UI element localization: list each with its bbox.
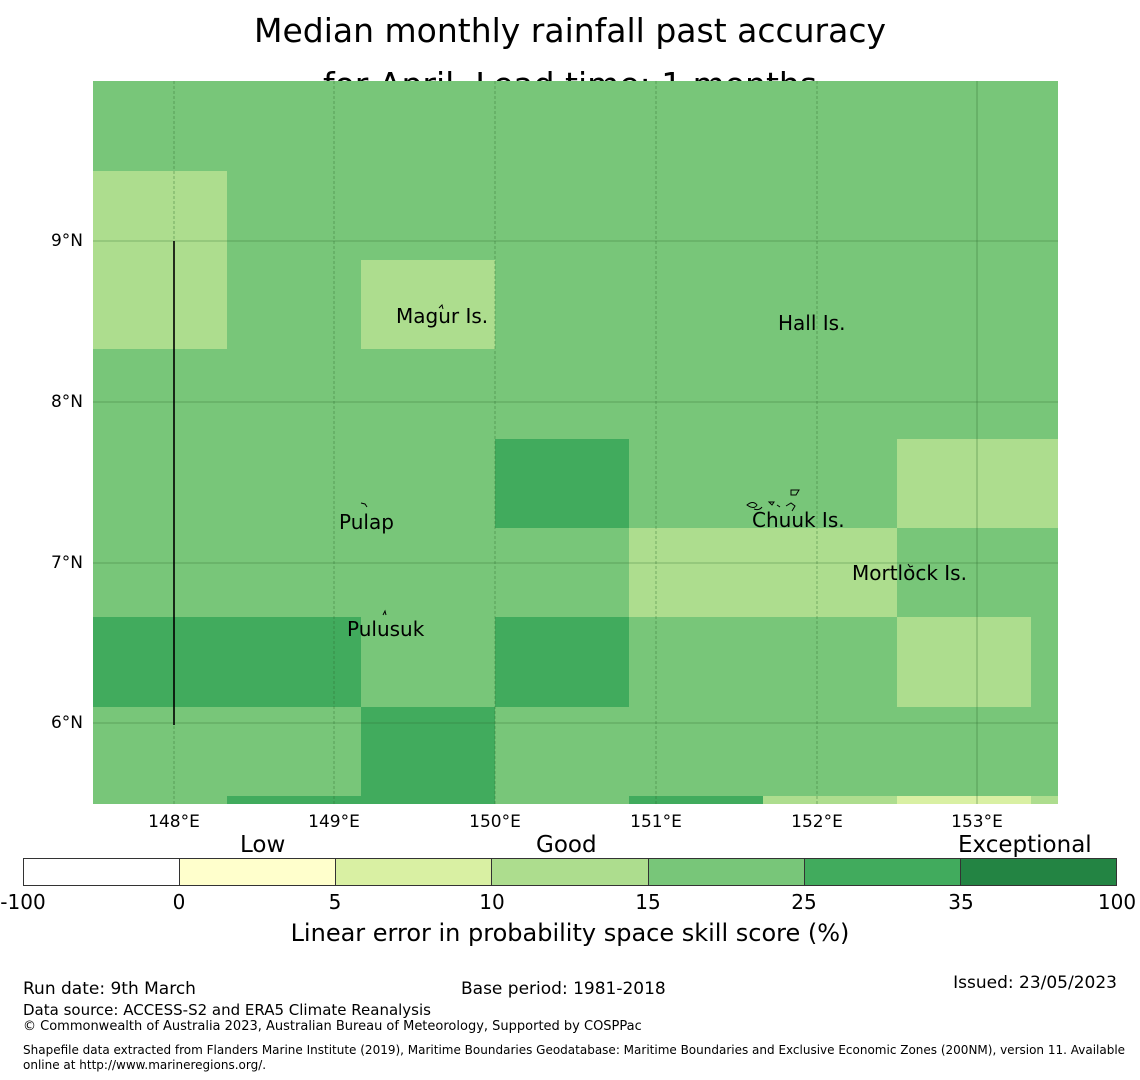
strip-south-4	[897, 796, 1031, 804]
skill-cells	[93, 81, 1058, 804]
shapefile-credit-line-2: online at http://www.marineregions.org/.	[23, 1058, 267, 1072]
strip-south-5	[1031, 796, 1058, 804]
island-magur	[438, 304, 444, 310]
cell-dark-south	[361, 707, 495, 804]
island-chuuk-4	[790, 489, 800, 496]
graticule	[93, 81, 1058, 804]
colorbar-segment-7	[960, 859, 1116, 885]
issued-date: Issued: 23/05/2023	[953, 973, 1117, 993]
colorbar-tick-0: 0	[172, 890, 186, 914]
lon-tick-148: 148°E	[148, 812, 200, 832]
colorbar	[23, 858, 1117, 886]
label-pulusuk: Pulusuk	[347, 617, 425, 641]
run-date: Run date: 9th March	[23, 979, 196, 999]
island-chuuk-1	[746, 502, 758, 508]
colorbar-tick-m100: -100	[0, 890, 46, 914]
island-pulusuk	[382, 609, 387, 616]
cell-east-upper	[897, 439, 1058, 528]
category-low: Low	[240, 832, 286, 858]
label-pulap: Pulap	[339, 510, 394, 534]
colorbar-label: Linear error in probability space skill …	[290, 919, 850, 947]
colorbar-tick-25: 25	[791, 890, 817, 914]
colorbar-segment-3	[336, 859, 493, 885]
lon-tick-151: 151°E	[630, 812, 682, 832]
colorbar-segment-2	[180, 859, 337, 885]
lat-tick-6: 6°N	[50, 713, 83, 733]
island-pulap	[360, 502, 368, 508]
strip-south-2	[629, 796, 763, 804]
place-labels: Magur Is. Hall Is. Pulap Chuuk Is. Mortl…	[339, 304, 967, 641]
lon-tick-149: 149°E	[308, 812, 360, 832]
lon-tick-152: 152°E	[791, 812, 843, 832]
island-mortlock	[907, 563, 914, 568]
colorbar-tick-10: 10	[479, 890, 505, 914]
lon-tick-153: 153°E	[951, 812, 1003, 832]
cell-dark-centre-low	[495, 617, 629, 707]
category-good: Good	[536, 832, 597, 858]
title-line-1: Median monthly rainfall past accuracy	[253, 11, 887, 50]
strip-south-1	[227, 796, 361, 804]
shapefile-credit-line-1: Shapefile data extracted from Flanders M…	[23, 1043, 1126, 1057]
cell-nw	[93, 171, 227, 349]
colorbar-segment-5	[648, 859, 805, 885]
category-exceptional: Exceptional	[958, 832, 1092, 858]
data-source: Data source: ACCESS-S2 and ERA5 Climate …	[23, 1001, 431, 1019]
lat-tick-8: 8°N	[50, 392, 83, 412]
cell-magur	[361, 260, 495, 349]
island-chuuk-6	[776, 504, 781, 508]
lon-tick-150: 150°E	[469, 812, 521, 832]
lat-tick-7: 7°N	[50, 553, 83, 573]
colorbar-tick-100: 100	[1097, 890, 1137, 914]
island-outlines	[360, 304, 914, 616]
cell-east-low	[897, 617, 1031, 707]
label-mortlock: Mortlock Is.	[852, 561, 967, 585]
label-chuuk: Chuuk Is.	[752, 508, 845, 532]
copyright: © Commonwealth of Australia 2023, Austra…	[23, 1019, 642, 1034]
cell-dark-centre	[495, 439, 629, 528]
island-chuuk-2	[753, 506, 763, 511]
cell-band-mid	[629, 528, 897, 617]
colorbar-tick-15: 15	[635, 890, 661, 914]
colorbar-segment-1	[24, 859, 181, 885]
colorbar-tick-5: 5	[328, 890, 342, 914]
island-chuuk-5	[785, 502, 796, 512]
base-period: Base period: 1981-2018	[461, 979, 666, 999]
colorbar-tick-35: 35	[948, 890, 974, 914]
cell-dark-west	[93, 617, 361, 707]
colorbar-segment-4	[492, 859, 649, 885]
strip-south-3	[763, 796, 897, 804]
island-chuuk-3	[767, 501, 775, 506]
lat-tick-9: 9°N	[50, 231, 83, 251]
label-hall: Hall Is.	[778, 311, 845, 335]
colorbar-segment-6	[804, 859, 961, 885]
label-magur: Magur Is.	[396, 304, 488, 328]
rainfall-skill-map: Magur Is. Hall Is. Pulap Chuuk Is. Mortl…	[93, 81, 1058, 804]
